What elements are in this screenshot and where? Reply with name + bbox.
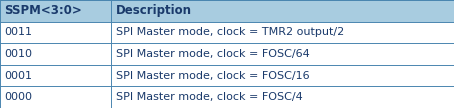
- Text: 0000: 0000: [5, 92, 33, 102]
- Text: 0001: 0001: [5, 71, 33, 81]
- Text: SPI Master mode, clock = TMR2 output/2: SPI Master mode, clock = TMR2 output/2: [116, 27, 344, 37]
- Text: Description: Description: [116, 4, 192, 17]
- Text: 0011: 0011: [5, 27, 33, 37]
- Text: SPI Master mode, clock = FOSC/16: SPI Master mode, clock = FOSC/16: [116, 71, 309, 81]
- Text: 0010: 0010: [5, 49, 33, 59]
- Text: SSPM<3:0>: SSPM<3:0>: [5, 4, 82, 17]
- Bar: [0, 86, 454, 108]
- Text: SPI Master mode, clock = FOSC/4: SPI Master mode, clock = FOSC/4: [116, 92, 302, 102]
- Bar: [0, 22, 454, 43]
- Bar: [0, 0, 454, 22]
- Bar: [0, 43, 454, 65]
- Bar: [0, 65, 454, 86]
- Text: SPI Master mode, clock = FOSC/64: SPI Master mode, clock = FOSC/64: [116, 49, 310, 59]
